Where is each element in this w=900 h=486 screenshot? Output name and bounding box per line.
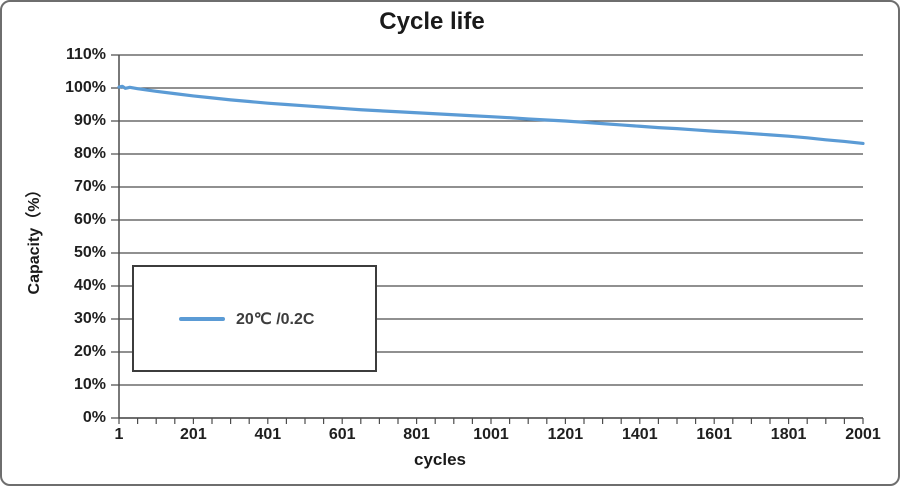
- y-tick-label-30%: 30%: [73, 310, 106, 327]
- series-line-0: [117, 84, 865, 146]
- y-tick-label-80%: 80%: [73, 145, 106, 162]
- y-tick-label-20%: 20%: [73, 343, 106, 360]
- x-tick-label-1: 1: [114, 426, 124, 443]
- x-tick-label-1801: 1801: [770, 426, 807, 443]
- y-tick-label-110%: 110%: [65, 46, 106, 63]
- chart-title: Cycle life: [379, 8, 485, 35]
- x-tick-label-1201: 1201: [547, 426, 584, 443]
- x-tick-label-801: 801: [403, 426, 430, 443]
- y-tick-label-70%: 70%: [73, 178, 106, 195]
- legend: 20℃ /0.2C: [132, 265, 377, 372]
- x-tick-label-601: 601: [328, 426, 356, 443]
- y-tick-label-10%: 10%: [73, 376, 106, 393]
- x-tick-label-401: 401: [254, 426, 282, 443]
- y-tick-label-0%: 0%: [82, 409, 106, 426]
- x-tick-label-2001: 2001: [845, 426, 881, 443]
- x-tick-label-1001: 1001: [473, 426, 509, 443]
- x-tick-label-201: 201: [180, 426, 207, 443]
- y-tick-label-40%: 40%: [73, 277, 106, 294]
- x-tick-label-1601: 1601: [696, 426, 732, 443]
- x-tick-label-1401: 1401: [622, 426, 658, 443]
- y-tick-label-50%: 50%: [73, 244, 106, 261]
- x-axis-title: cycles: [414, 450, 466, 469]
- y-tick-label-60%: 60%: [73, 211, 106, 228]
- y-tick-label-90%: 90%: [73, 112, 106, 129]
- legend-series-label: 20℃ /0.2C: [236, 310, 315, 328]
- legend-line-swatch: [179, 316, 225, 321]
- y-tick-label-100%: 100%: [65, 79, 106, 96]
